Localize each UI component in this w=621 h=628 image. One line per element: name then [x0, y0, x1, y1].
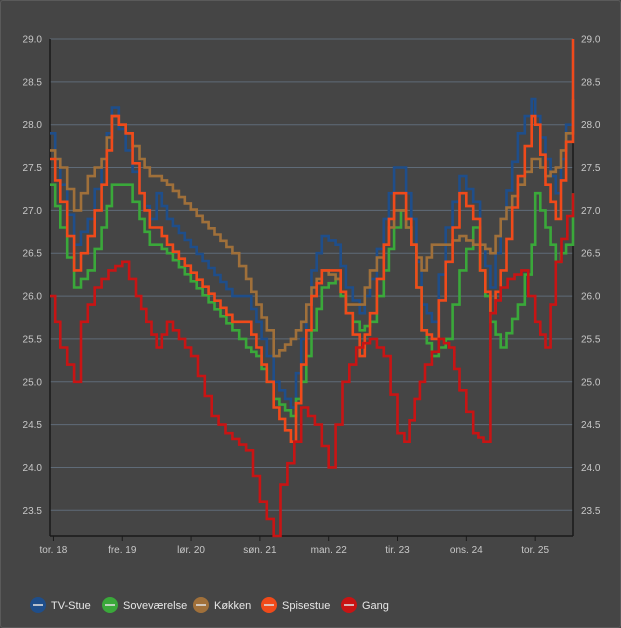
- y-tick-label-right: 25.0: [581, 377, 601, 388]
- legend-label: Spisestue: [282, 600, 330, 612]
- y-tick-label-right: 29.0: [581, 35, 601, 46]
- legend-label: Gang: [362, 600, 389, 612]
- y-axis-right-ticks: 23.5 24.0 24.5 25.0 25.5 26.0 26.5 27.0 27.5 28.0…: [581, 35, 601, 517]
- y-tick-label-right: 27.0: [581, 206, 601, 217]
- y-tick-label-left: 27.5: [23, 163, 43, 174]
- x-tick-label: lør. 20: [177, 545, 205, 556]
- y-tick-label-left: 24.0: [23, 463, 43, 474]
- y-tick-label-right: 26.0: [581, 292, 601, 303]
- x-tick-label: tir. 23: [385, 545, 410, 556]
- legend-label: Køkken: [214, 600, 251, 612]
- legend-item-4[interactable]: Gang: [341, 597, 389, 613]
- x-tick-label: søn. 21: [243, 545, 277, 556]
- y-tick-label-left: 24.5: [23, 420, 43, 431]
- x-tick-label: man. 22: [311, 545, 348, 556]
- y-tick-label-left: 23.5: [23, 506, 43, 517]
- x-tick-label: tor. 18: [40, 545, 68, 556]
- y-tick-label-left: 28.5: [23, 77, 43, 88]
- legend-item-3[interactable]: Spisestue: [261, 597, 330, 613]
- x-axis-ticks: tor. 18 fre. 19 lør. 20 søn. 21 man. 22 tir. …: [40, 536, 549, 556]
- legend-label: Soveværelse: [123, 600, 187, 612]
- y-tick-label-right: 27.5: [581, 163, 601, 174]
- series-line-2: [50, 99, 575, 358]
- y-tick-label-right: 24.5: [581, 420, 601, 431]
- y-axis-left-ticks: 23.5 24.0 24.5 25.0 25.5 26.0 26.5 27.0 27.5 28.0…: [23, 35, 43, 517]
- series-lines: [50, 39, 575, 538]
- y-tick-label-left: 29.0: [23, 35, 43, 46]
- y-tick-label-right: 24.0: [581, 463, 601, 474]
- legend-label: TV-Stue: [51, 600, 91, 612]
- y-tick-label-left: 27.0: [23, 206, 43, 217]
- legend-item-0[interactable]: TV-Stue: [30, 597, 91, 613]
- legend-item-1[interactable]: Soveværelse: [102, 597, 187, 613]
- y-tick-label-left: 25.0: [23, 377, 43, 388]
- x-tick-label: ons. 24: [450, 545, 483, 556]
- legend: TV-Stue Soveværelse Køkken Spisestue Gang: [30, 597, 389, 613]
- x-tick-label: fre. 19: [108, 545, 137, 556]
- y-tick-label-right: 28.0: [581, 120, 601, 131]
- y-tick-label-right: 28.5: [581, 77, 601, 88]
- y-tick-label-right: 25.5: [581, 334, 601, 345]
- legend-item-2[interactable]: Køkken: [193, 597, 251, 613]
- series-line-4: [50, 193, 575, 538]
- series-line-1: [50, 183, 575, 418]
- y-tick-label-left: 26.0: [23, 292, 43, 303]
- y-tick-label-right: 26.5: [581, 249, 601, 260]
- y-tick-label-left: 25.5: [23, 334, 43, 345]
- x-tick-label: tor. 25: [521, 545, 549, 556]
- y-tick-label-left: 28.0: [23, 120, 43, 131]
- y-tick-label-left: 26.5: [23, 249, 43, 260]
- y-tick-label-right: 23.5: [581, 506, 601, 517]
